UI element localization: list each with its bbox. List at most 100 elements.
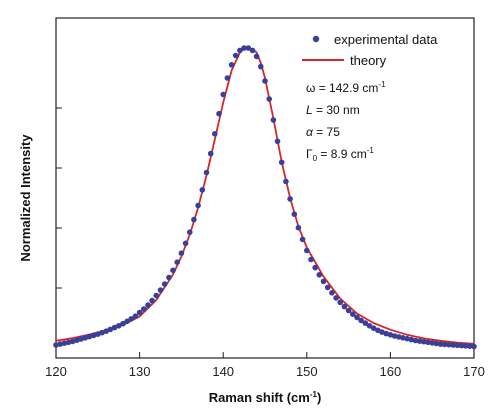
data-point: [404, 335, 410, 342]
legend-marker-experimental: [312, 35, 320, 43]
x-tick-label-5: 170: [463, 364, 485, 379]
x-tick-label-3: 150: [296, 364, 318, 379]
data-point: [141, 306, 147, 312]
x-axis-title: Raman shift (cm-1): [209, 390, 322, 405]
data-point: [237, 47, 243, 54]
data-point: [187, 229, 193, 235]
x-axis-title-close: ): [317, 390, 321, 405]
data-point: [467, 343, 473, 350]
x-axis-title-main: Raman shift (cm: [209, 390, 310, 405]
fit-parameters: ω = 142.9 cm-1 L = 30 nm α = 75 Γ0 = 8.9…: [306, 80, 386, 163]
data-point: [65, 339, 72, 346]
legend-label-experimental: experimental data: [334, 32, 438, 47]
data-point: [249, 47, 256, 54]
param-omega-unit-sup: -1: [378, 80, 386, 89]
data-point: [136, 309, 143, 316]
param-length-symbol: L: [306, 103, 313, 117]
data-point: [350, 311, 356, 317]
data-point: [387, 332, 394, 338]
y-axis-ticks: [56, 107, 62, 289]
data-point: [333, 295, 339, 301]
data-point: [312, 264, 319, 271]
data-point: [149, 297, 155, 304]
data-point: [291, 211, 298, 217]
param-alpha-value: = 75: [313, 125, 340, 139]
param-length-value: = 30 nm: [313, 103, 360, 117]
data-point: [120, 320, 126, 327]
data-point: [86, 333, 93, 340]
data-point: [166, 274, 172, 281]
data-point: [295, 224, 302, 231]
data-point: [182, 240, 189, 247]
data-point: [74, 337, 80, 344]
data-point: [145, 302, 151, 308]
data-point: [69, 338, 76, 345]
data-point: [207, 150, 214, 157]
data-point: [212, 131, 218, 137]
data-point: [283, 178, 289, 185]
data-point: [161, 281, 168, 287]
data-point: [128, 316, 134, 322]
param-omega-value: = 142.9 cm: [315, 81, 378, 95]
data-point: [170, 267, 176, 274]
param-omega: ω = 142.9 cm-1: [306, 80, 386, 95]
data-point: [191, 216, 197, 223]
data-point: [99, 329, 105, 336]
data-point: [253, 53, 260, 60]
data-point: [379, 329, 385, 335]
data-point: [446, 341, 452, 348]
data-point: [278, 159, 285, 166]
param-gamma-value: = 8.9 cm: [317, 147, 367, 161]
data-point: [115, 323, 122, 329]
data-point: [287, 196, 293, 202]
data-point: [320, 278, 327, 285]
param-omega-symbol: ω: [306, 81, 315, 95]
x-tick-label-4: 160: [380, 364, 402, 379]
data-point: [245, 45, 252, 51]
data-point: [132, 313, 139, 320]
data-point: [199, 187, 206, 193]
data-point: [258, 63, 264, 70]
data-point: [400, 335, 406, 341]
plot-border: [55, 17, 475, 359]
data-point: [362, 320, 369, 326]
data-point: [421, 338, 427, 345]
data-point: [412, 337, 419, 344]
data-point: [299, 236, 306, 243]
x-axis-ticks: [55, 352, 475, 358]
param-alpha: α = 75: [306, 125, 340, 139]
experimental-series-layer: [53, 45, 477, 350]
data-point: [454, 342, 461, 349]
param-alpha-symbol: α: [306, 125, 314, 139]
data-point: [341, 303, 348, 310]
param-length: L = 30 nm: [306, 103, 360, 117]
theory-line: [55, 47, 475, 345]
data-point: [153, 292, 160, 299]
data-point: [450, 342, 456, 348]
data-point: [57, 341, 63, 347]
data-point: [458, 342, 465, 349]
data-point: [53, 342, 59, 348]
data-point: [370, 325, 377, 332]
data-point: [216, 110, 222, 117]
x-tick-label-2: 140: [212, 364, 234, 379]
data-point: [241, 45, 247, 51]
data-point: [232, 52, 239, 59]
data-point: [228, 62, 235, 68]
data-point: [425, 339, 431, 346]
data-point: [471, 343, 477, 350]
data-point: [433, 340, 440, 347]
data-point: [358, 317, 364, 324]
data-point: [157, 287, 164, 293]
data-point: [95, 331, 101, 338]
x-axis-title-sup: -1: [310, 390, 318, 399]
data-point: [178, 250, 185, 256]
data-point: [329, 290, 335, 296]
data-point: [345, 307, 352, 314]
data-point: [416, 338, 423, 344]
data-point: [124, 318, 130, 325]
data-point: [316, 272, 323, 278]
data-point: [441, 341, 448, 348]
data-point: [90, 332, 97, 339]
